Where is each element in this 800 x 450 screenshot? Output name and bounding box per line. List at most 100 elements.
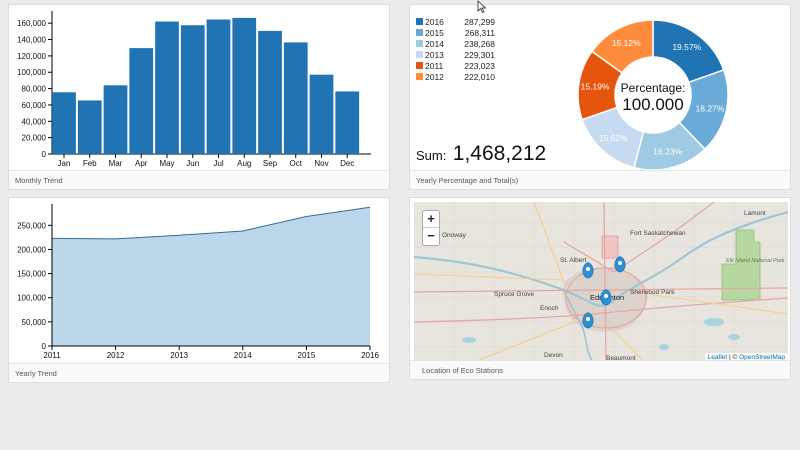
x-tick-label: 2016 [361,351,379,360]
map-label-spruce-grove: Spruce Grove [494,291,534,298]
map-attribution: Leaflet | © OpenStreetMap [704,353,788,362]
bar [180,25,205,155]
attribution-separator: | © [727,354,740,361]
y-tick-label: 60,000 [22,101,47,110]
eco-stations-map-panel: Lamont Fort Saskatchewan Onoway Elk Isla… [409,197,791,380]
x-tick-label: Jan [58,159,71,168]
leaflet-link[interactable]: Leaflet [707,354,728,361]
station-marker[interactable] [582,312,594,329]
bar [232,17,257,154]
legend-swatch [416,62,423,69]
bar [155,21,179,155]
zoom-in-button[interactable]: + [423,211,439,228]
center-label: Percentage: [621,81,686,95]
legend-year: 2012 [425,71,444,82]
y-tick-label: 50,000 [22,318,47,327]
zoom-control: + − [422,210,440,246]
yearly-trend-title: Yearly Trend [9,363,389,382]
year-legend: 2016 287,299 2015 268,311 2014 238,268 2013 229… [416,16,495,82]
map-label-elk-island: Elk Island National Park [726,258,785,264]
legend-item: 2011 223,023 [416,60,495,71]
yearly-trend-panel: 0 50,000 100,000 150,000 200,000 250,000 2011 2… [8,197,390,383]
map-label-enoch: Enoch [540,305,559,312]
yearly-area-chart: 0 50,000 100,000 150,000 200,000 250,000 2011 2… [17,204,379,360]
slice-label: 16.23% [653,147,682,157]
area-line [51,206,371,240]
bar [52,92,76,154]
yearly-percentage-title: Yearly Percentage and Total(s) [410,170,790,189]
map-label-fort-saskatchewan: Fort Saskatchewan [630,230,686,237]
legend-swatch [416,51,423,58]
x-tick-label: 2013 [170,351,188,360]
x-tick-label: Oct [290,159,303,168]
map-title: Location of Eco Stations [410,360,790,379]
x-tick-label: Jul [213,159,223,168]
legend-swatch [416,18,423,25]
legend-value: 223,023 [464,60,495,71]
map-label-lamont: Lamont [744,210,766,217]
mouse-cursor-icon [477,0,487,14]
bar [258,30,282,154]
yearly-percentage-panel: 2016 287,299 2015 268,311 2014 238,268 2013 229… [409,4,791,190]
x-tick-label: Apr [135,159,148,168]
legend-value: 287,299 [464,16,495,27]
station-marker[interactable] [600,289,612,306]
y-tick-label: 140,000 [17,36,46,45]
x-tick-label: Jun [186,159,199,168]
x-tick-label: Aug [237,159,251,168]
sum-display: Sum: 1,468,212 [416,142,546,166]
x-tick-label: Dec [340,159,354,168]
slice-label: 19.57% [672,42,701,52]
legend-year: 2014 [425,38,444,49]
x-tick-label: 2012 [107,351,125,360]
monthly-bar-chart: 0 20,000 40,000 60,000 80,000 100,000 120,000 1… [17,11,371,168]
center-value: 100.000 [622,95,683,114]
legend-value: 229,301 [464,49,495,60]
legend-swatch [416,73,423,80]
map-label-onoway: Onoway [442,232,467,239]
legend-year: 2013 [425,49,444,60]
bar [309,74,334,154]
x-tick-label: Feb [83,159,97,168]
y-tick-label: 200,000 [17,245,46,254]
station-marker[interactable] [614,256,626,273]
bar [129,48,154,155]
y-tick-label: 250,000 [17,221,46,230]
monthly-trend-panel: 0 20,000 40,000 60,000 80,000 100,000 120,000 1… [8,4,390,190]
yearly-donut-chart: 19.57% 18.27% 16.23% 15.62% 15.19% 15.12% Perc… [577,19,729,171]
legend-value: 238,268 [464,38,495,49]
eco-stations-map[interactable]: Lamont Fort Saskatchewan Onoway Elk Isla… [414,202,788,362]
legend-swatch [416,40,423,47]
sum-value: 1,468,212 [452,142,547,165]
map-label-sherwood-park: Sherwood Park [630,289,675,296]
y-tick-label: 20,000 [22,134,47,143]
legend-swatch [416,29,423,36]
map-label-devon: Devon [544,352,563,359]
y-tick-label: 0 [42,150,47,159]
y-tick-label: 100,000 [17,294,46,303]
map-label-st-albert: St. Albert [560,257,587,264]
legend-item: 2015 268,311 [416,27,495,38]
osm-link[interactable]: OpenStreetMap [739,354,785,361]
legend-item: 2013 229,301 [416,49,495,60]
bar [206,19,231,155]
map-label-beaumont: Beaumont [606,355,636,362]
legend-value: 268,311 [464,27,495,38]
y-tick-label: 80,000 [22,85,47,94]
legend-year: 2011 [425,60,444,71]
y-tick-label: 40,000 [22,117,47,126]
donut-slice [590,19,654,74]
legend-item: 2012 222,010 [416,71,495,82]
sum-label: Sum: [416,148,447,163]
slice-label: 15.62% [599,133,628,143]
y-tick-label: 150,000 [17,270,46,279]
y-tick-label: 120,000 [17,52,46,61]
legend-year: 2015 [425,27,444,38]
map-tiles[interactable]: Lamont Fort Saskatchewan Onoway Elk Isla… [414,202,788,362]
area-fill [52,207,370,346]
zoom-out-button[interactable]: − [427,228,435,243]
bar [103,85,128,154]
station-marker[interactable] [582,262,594,279]
x-tick-label: Nov [314,159,328,168]
slice-label: 18.27% [696,103,725,113]
